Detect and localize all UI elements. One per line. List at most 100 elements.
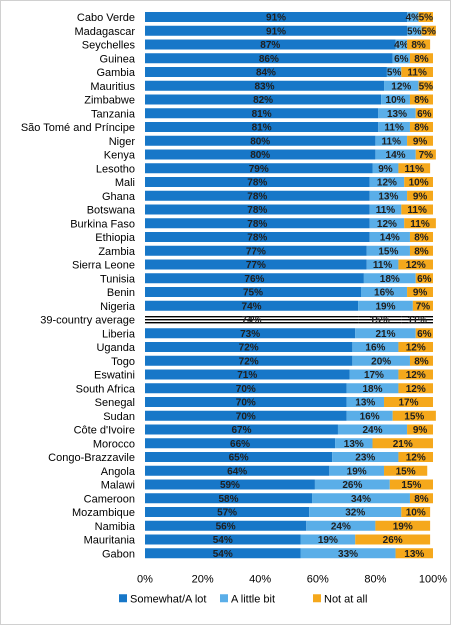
category-label: Côte d'Ivoire — [74, 425, 135, 437]
data-label: 8% — [414, 246, 429, 257]
legend-label: Somewhat/A lot — [130, 593, 206, 605]
bar-segment-a-little-bit — [369, 204, 402, 215]
category-label: Tunisia — [100, 273, 136, 285]
data-label: 8% — [411, 40, 426, 51]
bar-row-nigeria: Nigeria 74% 19% 7% — [100, 300, 433, 313]
category-label: Angola — [101, 466, 136, 478]
legend: Somewhat/A lot A little bit Not at all — [119, 593, 367, 605]
category-label: Gabon — [102, 548, 135, 560]
bar-segment-not-at-all — [409, 53, 433, 64]
x-tick-label: 80% — [364, 573, 386, 585]
bar-segment-not-at-all — [418, 12, 433, 22]
data-label: 83% — [255, 81, 275, 92]
category-label: Sudan — [103, 411, 135, 423]
data-label: 4% — [406, 13, 421, 24]
bar-row-niger: Niger 80% 11% 9% — [109, 135, 433, 148]
plot-area: Cabo Verde 91% 4%5%Madagascar 91% 5% 5%Seyche… — [21, 12, 436, 560]
bar-segment-somewhat-a-lot — [145, 122, 379, 132]
bar-segment-somewhat-a-lot — [145, 149, 376, 160]
data-label: 64% — [227, 466, 247, 477]
data-label: 18% — [380, 274, 400, 285]
bar-row-congo-brazzavile: Congo-Brazzavile 65% 23% 12% — [48, 452, 433, 464]
bar-segment-somewhat-a-lot — [145, 232, 370, 242]
bar-segment-not-at-all — [398, 452, 433, 462]
data-label: 6% — [417, 109, 432, 120]
bar-row-malawi: Malawi 59% 26% 15% — [101, 479, 433, 492]
bar-segment-a-little-bit — [369, 177, 405, 187]
data-label: 13% — [344, 439, 364, 450]
category-label: 39-country average — [40, 315, 135, 327]
bar-segment-a-little-bit — [358, 314, 402, 325]
data-label: 19% — [393, 521, 413, 532]
bar-segment-somewhat-a-lot — [145, 39, 396, 50]
data-label: 72% — [239, 343, 259, 354]
bar-segment-not-at-all — [401, 507, 431, 517]
data-label: 72% — [239, 356, 259, 367]
bar-segment-somewhat-a-lot — [145, 94, 382, 105]
data-label: 11% — [407, 205, 427, 216]
category-label: Burkina Faso — [70, 218, 135, 230]
bar-row-mauritius: Mauritius 83% 12% 5% — [90, 80, 433, 93]
data-label: 7% — [419, 150, 434, 161]
data-label: 54% — [213, 535, 233, 546]
legend-swatch — [220, 594, 228, 603]
bar-row-tunisia: Tunisia 76% 18% 6% — [100, 273, 433, 285]
bar-segment-not-at-all — [409, 493, 433, 504]
bar-segment-a-little-bit — [366, 259, 399, 270]
category-label: Sierra Leone — [72, 260, 135, 272]
data-label: 24% — [331, 521, 351, 532]
data-label: 9% — [413, 191, 428, 202]
bar-segment-somewhat-a-lot — [145, 135, 376, 146]
data-label: 58% — [219, 494, 239, 505]
data-label: 8% — [414, 356, 429, 367]
bar-segment-not-at-all — [407, 287, 433, 297]
x-tick-label: 40% — [249, 573, 271, 585]
bar-segment-somewhat-a-lot — [145, 67, 387, 77]
bar-row-liberia: Liberia 73% 21% 6% — [102, 328, 433, 340]
bar-segment-a-little-bit — [332, 452, 399, 462]
data-label: 14% — [386, 150, 406, 161]
data-label: 56% — [216, 521, 236, 532]
bar-segment-somewhat-a-lot — [145, 438, 336, 449]
bar-segment-not-at-all — [398, 383, 433, 394]
bar-segment-a-little-bit — [352, 342, 399, 352]
data-label: 9% — [413, 136, 428, 147]
data-label: 75% — [243, 288, 263, 299]
data-label: 8% — [414, 95, 429, 106]
bar-segment-not-at-all — [404, 218, 436, 229]
category-label: Guinea — [100, 53, 136, 65]
bar-segment-not-at-all — [355, 534, 431, 545]
bar-segment-a-little-bit — [381, 94, 410, 105]
data-label: 16% — [374, 288, 394, 299]
bar-segment-somewhat-a-lot — [145, 342, 353, 352]
data-label: 10% — [386, 95, 406, 106]
bar-segment-somewhat-a-lot — [145, 424, 338, 435]
data-label: 26% — [342, 480, 362, 491]
bar-row-tanzania: Tanzania 81% 13% 6% — [91, 108, 433, 120]
bar-segment-somewhat-a-lot — [145, 493, 313, 504]
data-label: 5% — [387, 68, 402, 79]
x-tick-label: 60% — [307, 573, 329, 585]
bar-segment-a-little-bit — [378, 108, 416, 119]
bar-row-madagascar: Madagascar 91% 5% 5% — [74, 25, 436, 38]
legend-label: Not at all — [324, 593, 367, 605]
data-label: 8% — [414, 233, 429, 244]
data-label: 79% — [249, 164, 269, 175]
bar-row-sao-tome-and-principe: São Tomé and Príncipe 81% 11% 8% — [21, 122, 433, 134]
data-label: 78% — [247, 191, 267, 202]
data-label: 12% — [406, 384, 426, 395]
data-label: 13% — [387, 109, 407, 120]
bar-segment-somewhat-a-lot — [145, 465, 330, 476]
data-label: 15% — [404, 411, 424, 422]
bar-row-sudan: Sudan 70% 16% 15% — [103, 410, 436, 423]
data-label: 4% — [394, 40, 409, 51]
bar-segment-somewhat-a-lot — [145, 520, 307, 531]
bar-segment-a-little-bit — [369, 232, 410, 242]
data-label: 8% — [414, 54, 429, 65]
data-label: 15% — [370, 315, 390, 326]
data-label: 6% — [417, 329, 432, 340]
bar-segment-a-little-bit — [366, 245, 410, 256]
data-label: 19% — [318, 535, 338, 546]
data-label: 76% — [244, 274, 264, 285]
data-label: 82% — [253, 95, 273, 106]
